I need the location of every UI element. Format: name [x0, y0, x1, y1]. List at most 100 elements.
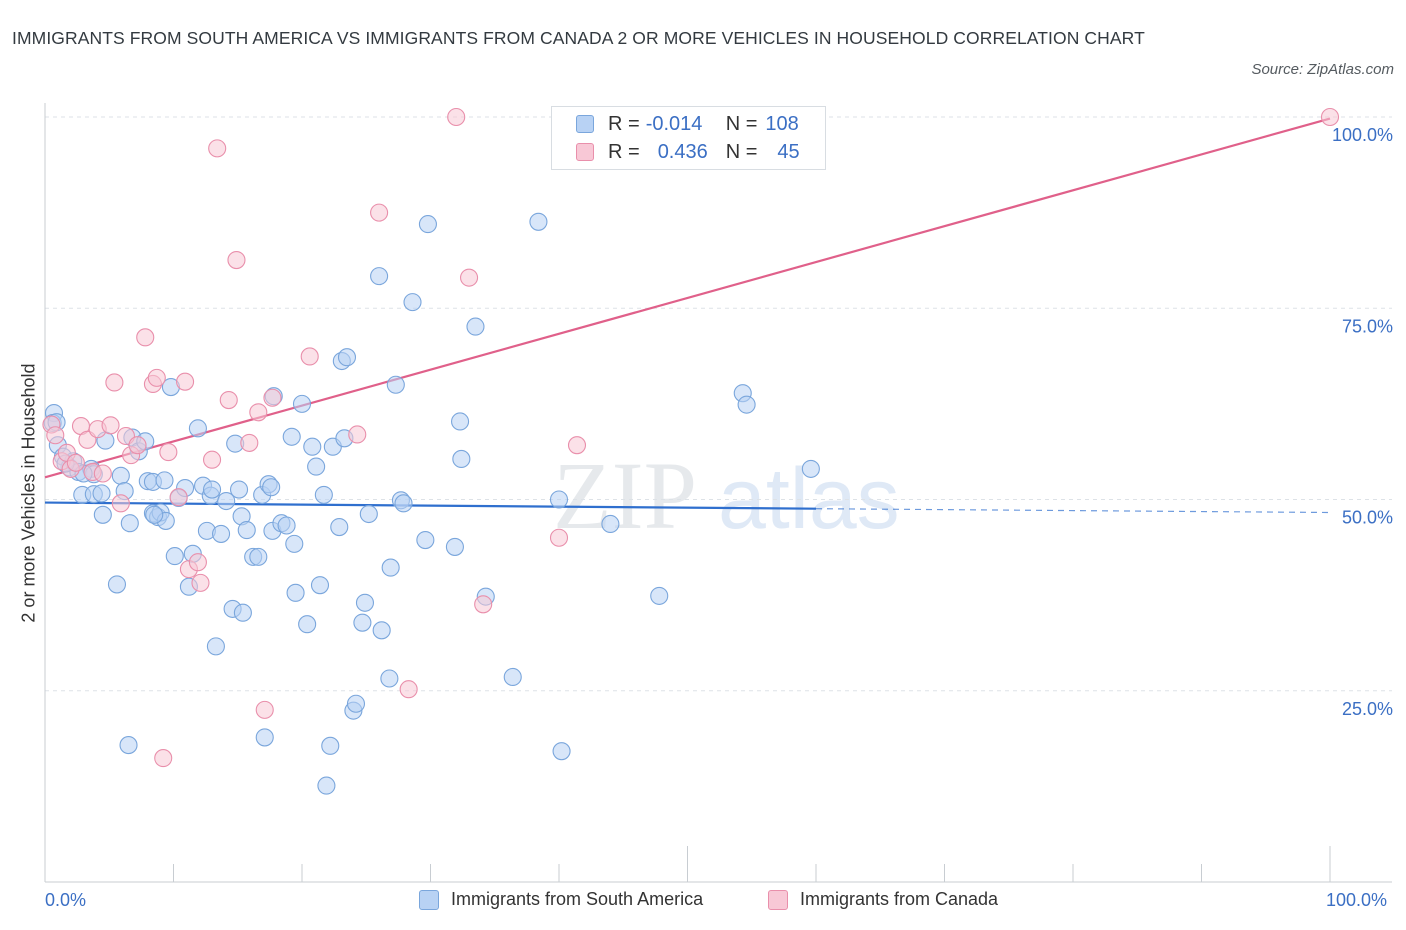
data-point [249, 403, 268, 422]
series-label-canada: Immigrants from Canada [800, 889, 999, 909]
data-point [403, 293, 422, 312]
data-point [298, 615, 317, 634]
data-point [601, 514, 620, 534]
watermark-zip: ZIP [553, 442, 697, 549]
data-point [372, 621, 391, 640]
data-point [394, 494, 413, 513]
data-point [459, 268, 479, 287]
data-point [255, 728, 274, 747]
data-point [801, 459, 820, 478]
data-point [399, 680, 418, 699]
series-label-south-america: Immigrants from South America [451, 889, 704, 909]
data-point [229, 480, 249, 499]
legend-r-value: -0.014 [645, 112, 703, 135]
data-point [263, 388, 282, 407]
data-point [227, 251, 246, 270]
data-point [452, 449, 471, 469]
data-point [169, 488, 188, 507]
data-point [359, 504, 378, 524]
data-point [206, 637, 225, 656]
legend-row-south-america: R = -0.014 N = 108 [576, 111, 799, 137]
y-tick-label: 25.0% [1342, 699, 1393, 719]
series-south-america-points [43, 212, 820, 795]
data-point [66, 453, 85, 472]
data-point [445, 537, 464, 556]
data-point [310, 576, 330, 595]
data-point [337, 348, 357, 367]
data-point [155, 471, 174, 490]
data-point [191, 573, 210, 592]
series-legend: Immigrants from South America Immigrants… [0, 889, 1406, 915]
points-layer [42, 107, 1340, 795]
data-point [292, 394, 312, 413]
legend-row-canada: R = 0.436 N = 45 [576, 139, 800, 165]
data-point [145, 505, 164, 524]
data-point [355, 593, 375, 612]
legend-n-label: N = [725, 112, 758, 135]
data-point [147, 368, 166, 387]
data-point [474, 595, 493, 614]
data-point [348, 425, 367, 444]
data-point [203, 450, 222, 469]
data-point [321, 736, 340, 755]
data-point [93, 464, 112, 483]
data-point [101, 416, 120, 435]
data-point [262, 478, 281, 497]
trendline-extension [815, 508, 1331, 514]
legend-r-label: R = [608, 112, 640, 135]
legend-n-label: N = [725, 140, 758, 163]
data-point [249, 547, 268, 566]
data-point [277, 516, 296, 535]
trendline-canada [44, 117, 1331, 479]
data-point [211, 524, 231, 543]
data-point [188, 419, 207, 438]
legend-swatch-canada [576, 143, 594, 161]
series-swatch-south-america [419, 889, 439, 910]
data-point [386, 375, 405, 394]
data-point [549, 528, 569, 547]
data-point [208, 139, 227, 158]
data-point [46, 426, 65, 445]
data-point [317, 776, 336, 795]
legend-r-label: R = [608, 140, 640, 163]
data-point [307, 457, 326, 476]
y-axis-title: 2 or more Vehicles in Household [18, 363, 39, 623]
data-point [188, 553, 207, 572]
correlation-legend: R = -0.014 N = 108 R = 0.436 N = 45 [551, 106, 826, 170]
data-point [93, 505, 112, 524]
series-canada-points [42, 107, 1340, 768]
source-label: Source: ZipAtlas.com [1251, 61, 1394, 78]
data-point [451, 412, 470, 431]
axis-layer [44, 103, 1392, 883]
data-point [159, 443, 178, 462]
data-point [346, 694, 366, 713]
legend-n-value: 108 [765, 112, 799, 135]
data-point [567, 436, 587, 455]
data-point [165, 547, 184, 566]
data-point [105, 373, 124, 392]
data-point [381, 558, 400, 577]
data-point [650, 586, 669, 605]
data-point [128, 436, 147, 455]
data-point [353, 613, 372, 632]
data-point [154, 749, 173, 768]
x-axis-max-label: 100.0% [1326, 890, 1388, 910]
data-point [737, 395, 756, 414]
data-point [314, 485, 333, 504]
data-point [303, 437, 322, 456]
data-point [447, 107, 466, 127]
data-point [119, 736, 138, 755]
data-point [111, 466, 130, 485]
tick-label-layer: 25.0% 50.0% 75.0% 100.0% [1332, 125, 1393, 719]
data-point [255, 700, 274, 719]
y-tick-label: 50.0% [1342, 508, 1393, 528]
data-point [549, 490, 569, 509]
series-legend-south-america: Immigrants from South America [419, 889, 703, 910]
data-point [418, 215, 437, 234]
x-axis-min-label: 0.0% [45, 890, 87, 910]
data-point [176, 372, 195, 391]
data-point [286, 583, 305, 602]
data-point [203, 480, 222, 499]
legend-r-value: 0.436 [657, 140, 708, 163]
